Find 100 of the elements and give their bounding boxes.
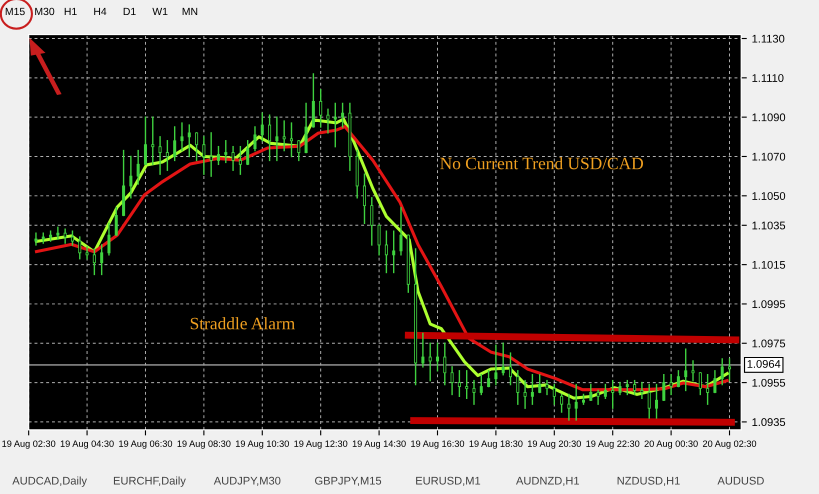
candlestick bbox=[362, 173, 366, 224]
text: EURUSD,M1 bbox=[416, 476, 480, 486]
candlestick bbox=[151, 116, 154, 166]
candlestick bbox=[494, 344, 498, 386]
candlestick bbox=[86, 246, 89, 260]
text: AUDNZD,H1 bbox=[516, 476, 580, 486]
x-tick-label: 20 Aug 00:30 bbox=[644, 440, 698, 449]
candlestick bbox=[487, 370, 490, 388]
y-tick-label: 1.1015 bbox=[752, 260, 786, 269]
candlestick bbox=[370, 197, 374, 246]
candlestick bbox=[465, 370, 468, 400]
candlestick bbox=[100, 244, 104, 276]
x-tick-label: 19 Aug 06:30 bbox=[119, 440, 172, 449]
candlestick bbox=[530, 374, 534, 405]
candlestick bbox=[114, 206, 118, 236]
candlestick bbox=[545, 380, 549, 396]
candlestick bbox=[282, 120, 286, 152]
candlestick bbox=[166, 140, 169, 171]
y-tick-label: 1.0935 bbox=[752, 418, 786, 426]
candlestick bbox=[604, 384, 607, 400]
annotation: No Current Trend USD/CAD bbox=[440, 157, 644, 170]
candlestick bbox=[210, 132, 213, 177]
candlestick bbox=[378, 224, 381, 256]
candlestick bbox=[421, 332, 424, 368]
y-tick-label: 1.0955 bbox=[752, 378, 786, 387]
candlestick bbox=[640, 382, 644, 400]
y-tick-label: 1.1050 bbox=[752, 192, 786, 200]
x-tick-label: 19 Aug 18:30 bbox=[470, 440, 523, 449]
candlestick bbox=[436, 342, 440, 372]
x-tick-label: 19 Aug 12:30 bbox=[294, 440, 348, 449]
candlestick bbox=[560, 394, 564, 413]
text: NZDUSD,H1 bbox=[618, 476, 680, 486]
x-tick-label: 19 Aug 08:30 bbox=[178, 440, 231, 449]
candlestick bbox=[334, 102, 337, 148]
candlestick bbox=[428, 342, 432, 382]
candlestick bbox=[596, 390, 600, 405]
candlestick bbox=[78, 236, 82, 260]
candlestick bbox=[567, 394, 570, 421]
candlestick bbox=[34, 232, 38, 246]
text: H1 bbox=[64, 8, 77, 16]
candlestick bbox=[246, 140, 250, 166]
candlestick bbox=[582, 394, 586, 405]
candlestick bbox=[524, 380, 527, 409]
y-tick-label: 1.1035 bbox=[752, 222, 786, 230]
x-tick-label: 19 Aug 04:30 bbox=[60, 440, 114, 449]
candlestick bbox=[720, 358, 724, 386]
candlestick bbox=[173, 126, 176, 162]
y-tick-label: 1.1070 bbox=[752, 152, 786, 161]
candlestick bbox=[728, 358, 732, 382]
y-tick-label: 1.1090 bbox=[752, 113, 786, 122]
candlestick bbox=[399, 206, 403, 256]
candlestick bbox=[472, 380, 476, 405]
text: D1 bbox=[124, 8, 136, 16]
candlestick bbox=[589, 384, 592, 401]
candlestick bbox=[684, 348, 688, 392]
candlestick bbox=[64, 228, 67, 244]
candlestick bbox=[92, 248, 96, 276]
candlestick bbox=[508, 352, 512, 386]
candlestick bbox=[654, 384, 658, 419]
text: M15 bbox=[6, 8, 25, 16]
candlestick bbox=[158, 136, 162, 175]
candlestick bbox=[450, 366, 454, 396]
candlestick bbox=[144, 116, 147, 166]
candlestick bbox=[49, 230, 52, 242]
candlestick bbox=[180, 122, 184, 152]
y-tick-label: 1.0995 bbox=[752, 300, 786, 308]
candlestick bbox=[232, 146, 235, 171]
candlestick bbox=[70, 230, 74, 246]
candlestick bbox=[326, 108, 330, 134]
candlestick bbox=[611, 380, 614, 409]
text: M30 bbox=[35, 8, 54, 16]
x-tick-label: 20 Aug 02:30 bbox=[702, 440, 756, 449]
candlestick bbox=[216, 146, 220, 166]
x-tick-label: 19 Aug 22:30 bbox=[586, 440, 640, 449]
candlestick bbox=[706, 374, 710, 405]
candlestick bbox=[648, 384, 651, 419]
candlestick bbox=[268, 114, 272, 162]
candlestick bbox=[713, 370, 716, 394]
candlestick bbox=[480, 374, 483, 396]
candlestick bbox=[516, 370, 520, 405]
candlestick bbox=[538, 374, 542, 394]
x-tick-label: 19 Aug 16:30 bbox=[411, 440, 464, 449]
candlestick bbox=[260, 112, 264, 142]
text: W1 bbox=[152, 8, 168, 16]
candlestick bbox=[633, 380, 636, 396]
candlestick bbox=[698, 372, 702, 396]
x-tick-label: 19 Aug 02:30 bbox=[2, 440, 56, 449]
candlestick bbox=[188, 124, 191, 158]
candlestick bbox=[202, 136, 206, 175]
candlestick bbox=[574, 384, 578, 421]
candlestick bbox=[552, 384, 556, 405]
candlestick bbox=[670, 374, 673, 396]
candlestick bbox=[502, 342, 505, 376]
candlestick bbox=[392, 230, 396, 274]
candlestick bbox=[458, 370, 461, 398]
candlestick bbox=[195, 132, 198, 162]
candlestick bbox=[676, 370, 680, 388]
candlestick bbox=[618, 382, 622, 396]
candlestick bbox=[691, 360, 695, 382]
text: AUDJPY,M30 bbox=[214, 476, 280, 486]
